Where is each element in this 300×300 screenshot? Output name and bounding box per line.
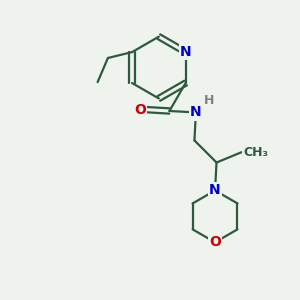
Text: O: O [209,235,221,249]
Text: N: N [180,45,191,59]
Text: CH₃: CH₃ [243,146,268,159]
Text: H: H [204,94,214,106]
Text: N: N [209,184,221,197]
Text: N: N [190,106,202,119]
Text: O: O [134,103,146,116]
Text: N: N [209,184,221,197]
